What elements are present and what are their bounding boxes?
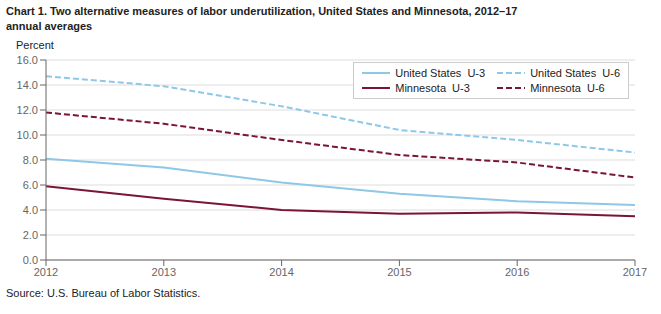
svg-text:14.0: 14.0 (17, 79, 38, 91)
html-text:Minnesota U-3: Minnesota U-3 (395, 82, 470, 94)
svg-text:2017: 2017 (623, 266, 647, 278)
html-text:United States U-6: United States U-6 (530, 67, 620, 79)
html-text:Percent: Percent (16, 39, 54, 51)
html-text:Minnesota U-6: Minnesota U-6 (530, 82, 605, 94)
svg-text:2013: 2013 (152, 266, 176, 278)
svg-text:4.0: 4.0 (23, 204, 38, 216)
svg-text:8.0: 8.0 (23, 154, 38, 166)
svg-text:0.0: 0.0 (23, 254, 38, 266)
svg-text:16.0: 16.0 (17, 54, 38, 66)
svg-text:2016: 2016 (505, 266, 529, 278)
svg-text:2015: 2015 (387, 266, 411, 278)
html-text:Source: U.S. Bureau of Labor S: Source: U.S. Bureau of Labor Statistics. (6, 287, 201, 299)
svg-text:2012: 2012 (34, 266, 58, 278)
svg-text:2.0: 2.0 (23, 229, 38, 241)
svg-text:10.0: 10.0 (17, 129, 38, 141)
svg-text:6.0: 6.0 (23, 179, 38, 191)
svg-text:2014: 2014 (269, 266, 293, 278)
html-text:annual averages: annual averages (6, 20, 93, 32)
html-text:Chart 1. Two alternative measu: Chart 1. Two alternative measures of lab… (6, 5, 518, 17)
svg-text:12.0: 12.0 (17, 104, 38, 116)
html-text:United States U-3: United States U-3 (395, 67, 486, 79)
